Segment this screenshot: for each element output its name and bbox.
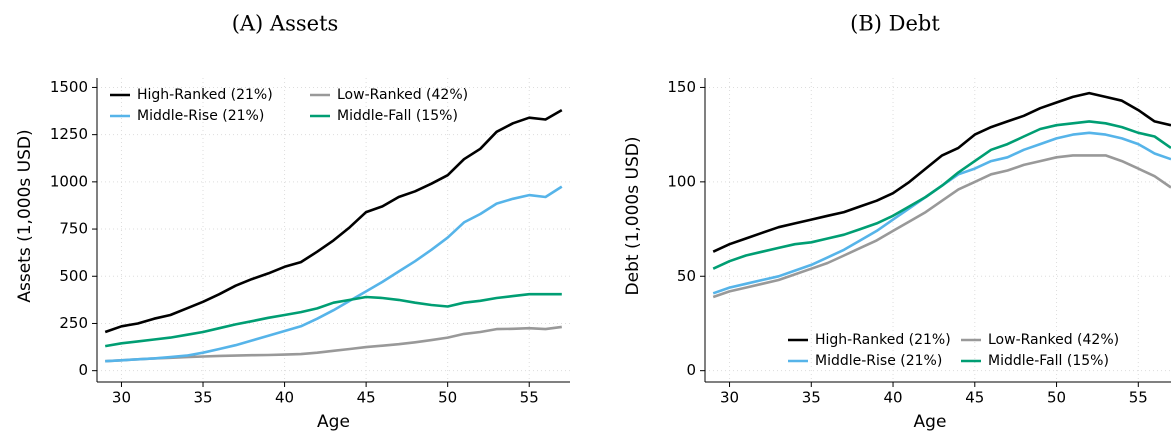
x-tick-label: 45	[357, 389, 376, 407]
legend-label: Low-Ranked (42%)	[988, 332, 1119, 348]
legend-label: Low-Ranked (42%)	[337, 87, 468, 103]
x-tick-label: 40	[275, 389, 294, 407]
legend-label: Middle-Rise (21%)	[137, 108, 264, 124]
x-tick-label: 50	[1047, 389, 1066, 407]
y-tick-label: 750	[59, 220, 88, 238]
legend-label: Middle-Rise (21%)	[815, 353, 942, 369]
y-tick-label: 1500	[50, 78, 88, 96]
y-tick-label: 0	[686, 361, 696, 379]
data-line	[712, 120, 1171, 270]
y-tick-label: 1250	[50, 125, 88, 143]
y-tick-label: 250	[59, 314, 88, 332]
y-tick-label: 0	[78, 361, 88, 379]
data-line	[104, 108, 563, 334]
x-axis-label: Age	[914, 412, 947, 432]
x-tick-label: 35	[802, 389, 821, 407]
x-tick-label: 30	[720, 389, 739, 407]
y-tick-label: 100	[667, 172, 696, 190]
x-tick-label: 30	[112, 389, 131, 407]
x-tick-label: 50	[438, 389, 457, 407]
data-line	[105, 185, 563, 363]
x-tick-label: 35	[193, 389, 212, 407]
legend-label: High-Ranked (21%)	[815, 332, 951, 348]
y-axis-label: Debt (1,000s USD)	[623, 137, 643, 296]
data-line	[712, 154, 1171, 299]
legend-label: Middle-Fall (15%)	[988, 353, 1109, 369]
y-tick-label: 500	[59, 267, 88, 285]
data-line	[712, 91, 1171, 253]
x-axis-label: Age	[317, 412, 350, 432]
x-tick-label: 55	[1129, 389, 1148, 407]
chart-title: (B) Debt	[850, 12, 940, 36]
y-tick-label: 150	[667, 78, 696, 96]
x-tick-label: 45	[965, 389, 984, 407]
legend-label: High-Ranked (21%)	[137, 87, 273, 103]
x-tick-label: 55	[520, 389, 539, 407]
chart-title: (A) Assets	[232, 12, 339, 36]
data-line	[104, 292, 562, 348]
y-tick-label: 50	[677, 267, 696, 285]
y-axis-label: Assets (1,000s USD)	[15, 129, 35, 302]
y-tick-label: 1000	[50, 172, 88, 190]
legend-label: Middle-Fall (15%)	[337, 108, 458, 124]
x-tick-label: 40	[883, 389, 902, 407]
